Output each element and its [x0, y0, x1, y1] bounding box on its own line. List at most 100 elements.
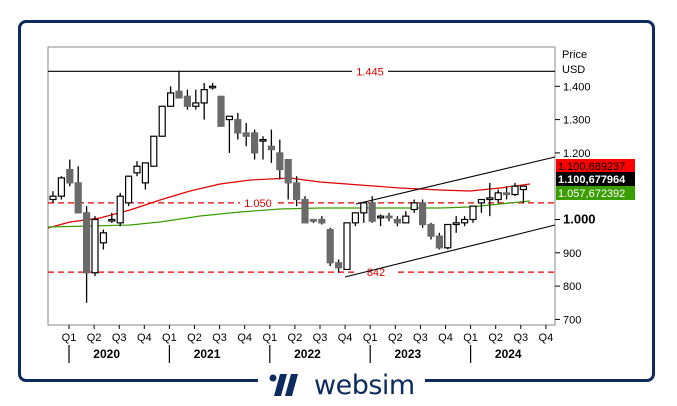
candle: [57, 177, 66, 197]
x-quarter-label: Q3: [313, 332, 328, 344]
candle: [242, 132, 250, 137]
candle: [326, 228, 334, 264]
x-year-label: 2023: [394, 347, 421, 361]
x-quarter-label: Q4: [338, 332, 353, 344]
candle: [503, 192, 511, 196]
candle: [234, 118, 242, 134]
x-quarter-label: Q3: [413, 332, 428, 344]
candle: [99, 232, 108, 244]
y-tick-label: 1.400: [563, 81, 591, 93]
y-tick-label: 1.000: [563, 212, 596, 227]
candle: [217, 95, 225, 127]
channel-upper-line: [355, 156, 556, 205]
x-quarter-label: Q3: [513, 332, 528, 344]
price-tag-label: 1.100,689237: [558, 161, 625, 173]
x-quarter-label: Q2: [87, 332, 102, 344]
x-year-label: 2022: [294, 347, 321, 361]
x-quarter-label: Q1: [363, 332, 378, 344]
websim-logo: websim: [258, 368, 425, 402]
candle: [393, 218, 401, 224]
logo-text: websim: [314, 369, 415, 401]
candle: [444, 223, 452, 249]
websim-mark-icon: [269, 374, 298, 396]
y-tick-label: 800: [563, 281, 581, 293]
level-label: 1.445: [356, 66, 384, 78]
candle: [335, 262, 343, 269]
x-quarter-label: Q2: [187, 332, 202, 344]
candle: [461, 218, 469, 224]
candle: [293, 182, 301, 201]
level-label: 1.050: [244, 198, 272, 210]
x-quarter-label: Q1: [62, 332, 77, 344]
candle: [141, 162, 149, 184]
candle: [427, 223, 435, 237]
x-quarter-label: Q1: [262, 332, 277, 344]
y-tick-label: 1.300: [563, 115, 591, 127]
candle: [66, 168, 74, 184]
candle: [225, 115, 233, 121]
candle: [309, 218, 317, 222]
candle: [360, 202, 368, 214]
x-quarter-label: Q2: [388, 332, 403, 344]
candle: [91, 218, 99, 274]
candle: [276, 152, 284, 171]
candle: [410, 202, 418, 211]
price-tag: [556, 186, 635, 200]
x-year-label: 2020: [93, 347, 120, 361]
x-quarter-label: Q2: [288, 332, 303, 344]
x-quarter-label: Q4: [137, 332, 152, 344]
price-tag: [556, 172, 635, 186]
price-tag: [556, 159, 635, 173]
x-year-label: 2021: [194, 347, 221, 361]
candle: [209, 85, 217, 89]
candle: [192, 102, 200, 107]
candle: [343, 222, 351, 271]
price-tag-label: 1.057,672392: [558, 188, 625, 200]
x-quarter-label: Q2: [488, 332, 503, 344]
ma-red-line: [47, 177, 531, 229]
candle: [435, 235, 443, 249]
x-quarter-label: Q4: [539, 332, 554, 344]
candle: [133, 165, 141, 174]
candle: [124, 175, 133, 204]
price-tag-label: 1.100,677964: [558, 174, 626, 186]
candle: [511, 185, 519, 196]
channel-lower-line: [344, 224, 556, 278]
y-axis-title: Price: [562, 49, 587, 61]
x-quarter-label: Q4: [438, 332, 453, 344]
x-quarter-label: Q1: [162, 332, 177, 344]
candle: [49, 195, 57, 201]
candle: [150, 135, 158, 167]
ma-green-line: [47, 200, 531, 228]
candle: [74, 182, 82, 214]
candle: [200, 89, 208, 104]
candle: [175, 90, 183, 99]
candle: [284, 158, 292, 184]
candle: [477, 198, 485, 204]
candle: [402, 215, 410, 224]
candle: [301, 198, 309, 224]
x-year-label: 2024: [495, 347, 522, 361]
candle: [469, 205, 477, 221]
candle: [385, 215, 393, 219]
candle: [108, 218, 116, 222]
candle: [452, 222, 460, 226]
candle: [167, 92, 175, 107]
candle: [351, 212, 359, 224]
y-tick-label: 700: [563, 314, 581, 326]
candle: [419, 202, 427, 226]
y-tick-label: 900: [563, 248, 581, 260]
candle: [519, 185, 528, 191]
candle: [259, 138, 267, 142]
candle: [158, 105, 166, 137]
candle: [368, 202, 376, 222]
x-quarter-label: Q3: [212, 332, 227, 344]
candle: [267, 145, 275, 151]
x-quarter-label: Q4: [237, 332, 252, 344]
y-axis-unit: USD: [562, 64, 585, 76]
x-quarter-label: Q3: [112, 332, 127, 344]
candle: [82, 212, 91, 274]
candle: [486, 197, 494, 201]
y-tick-label: 1.200: [563, 148, 591, 160]
